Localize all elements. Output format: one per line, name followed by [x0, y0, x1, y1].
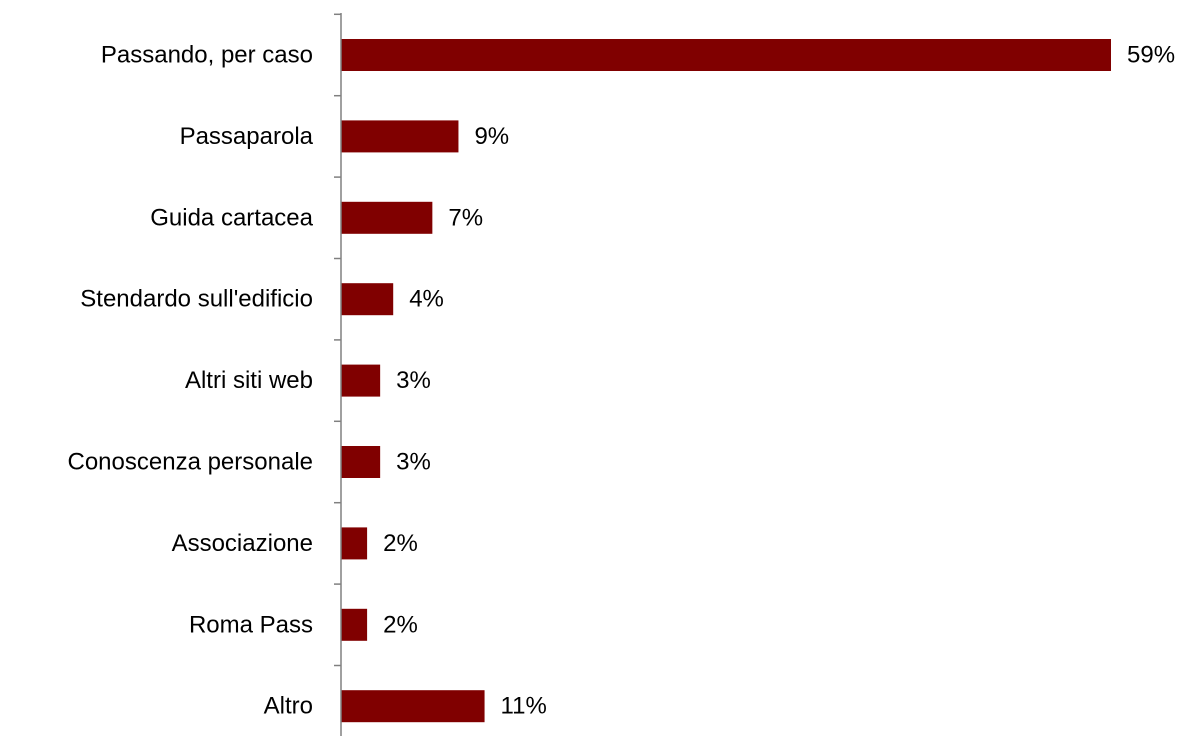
category-label: Altri siti web [185, 367, 313, 394]
category-label: Guida cartacea [150, 204, 313, 231]
category-label: Altro [264, 693, 313, 720]
category-label: Stendardo sull'edificio [80, 286, 313, 313]
category-label: Roma Pass [189, 611, 313, 638]
bar [341, 527, 368, 560]
bar [341, 283, 394, 316]
bar [341, 364, 381, 397]
value-label: 2% [383, 611, 418, 638]
value-label: 4% [409, 286, 444, 313]
category-labels: Passando, per caso Passaparola Guida carta… [68, 42, 314, 720]
category-label: Conoscenza personale [68, 449, 314, 476]
value-label: 59% [1127, 42, 1175, 69]
bar [341, 608, 368, 641]
bar [341, 446, 381, 478]
value-label: 3% [396, 367, 431, 394]
value-label: 7% [448, 204, 483, 231]
value-labels: 59% 9% 7% 4% 3% 3% 2% 2% 11% [383, 42, 1175, 720]
value-label: 3% [396, 449, 431, 476]
value-label: 11% [501, 693, 547, 720]
bar [341, 690, 485, 723]
category-label: Associazione [172, 530, 313, 557]
value-label: 9% [474, 123, 509, 150]
bar [341, 120, 459, 153]
category-label: Passaparola [180, 123, 314, 150]
value-label: 2% [383, 530, 418, 557]
bar [341, 201, 433, 234]
bars-layer [341, 39, 1111, 723]
category-axis [334, 13, 342, 736]
category-label: Passando, per caso [101, 42, 313, 69]
bar [341, 39, 1111, 71]
